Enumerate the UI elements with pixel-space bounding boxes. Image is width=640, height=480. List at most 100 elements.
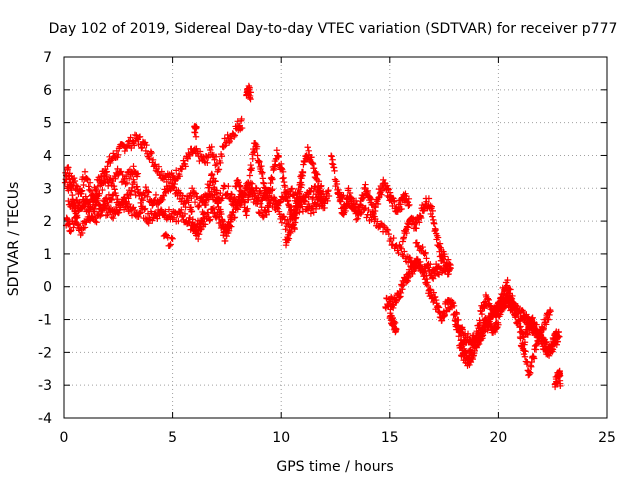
data-point: [369, 211, 376, 219]
data-point: [188, 208, 196, 215]
data-point: [159, 196, 166, 203]
data-point: [83, 175, 90, 182]
data-point: [178, 213, 186, 221]
data-point: [275, 152, 282, 160]
data-point: [228, 201, 236, 208]
data-point: [226, 222, 233, 229]
data-point: [114, 165, 121, 173]
x-tick-label: 15: [381, 430, 399, 446]
data-point: [256, 188, 263, 196]
data-point: [333, 180, 341, 188]
data-point: [84, 199, 92, 207]
data-point: [423, 255, 430, 262]
data-point: [175, 217, 182, 225]
data-point: [99, 201, 107, 208]
data-point: [208, 171, 216, 178]
data-point: [293, 203, 300, 211]
data-point: [435, 263, 443, 270]
data-point: [149, 217, 156, 224]
data-point: [194, 235, 202, 243]
data-point: [111, 186, 118, 193]
data-point: [206, 217, 213, 224]
data-point: [252, 184, 260, 191]
data-point: [500, 305, 507, 312]
data-point: [215, 166, 223, 173]
data-point: [123, 143, 130, 150]
data-point: [395, 249, 402, 257]
data-point: [427, 261, 434, 268]
data-point: [192, 190, 199, 197]
data-point: [324, 197, 331, 205]
data-point: [186, 151, 193, 158]
data-point: [248, 165, 255, 172]
data-point: [74, 183, 81, 190]
data-point: [386, 189, 394, 196]
data-point: [258, 204, 265, 211]
y-tick-label: -2: [38, 345, 52, 361]
data-point: [195, 231, 203, 238]
data-point: [112, 192, 120, 199]
data-point: [157, 206, 165, 213]
data-point: [455, 316, 462, 324]
data-point: [557, 382, 564, 390]
data-point: [283, 190, 291, 198]
data-point: [102, 195, 109, 202]
data-point: [66, 175, 73, 183]
data-point: [86, 179, 94, 186]
data-point: [393, 297, 400, 305]
data-point: [483, 316, 490, 324]
data-point: [285, 235, 293, 242]
data-point: [315, 194, 323, 201]
data-point: [238, 124, 246, 132]
data-point: [375, 194, 382, 202]
data-point: [405, 274, 412, 281]
data-point: [110, 182, 118, 190]
data-point: [185, 218, 192, 225]
data-point: [135, 213, 142, 221]
data-point: [145, 189, 152, 196]
data-point: [209, 205, 216, 213]
data-point: [145, 220, 152, 227]
data-point: [218, 153, 226, 160]
data-point: [86, 186, 93, 194]
data-point: [436, 253, 444, 260]
data-point: [279, 175, 286, 182]
data-point: [305, 193, 312, 200]
data-point: [170, 214, 178, 221]
data-point: [143, 141, 150, 149]
data-point: [138, 195, 145, 203]
data-point: [107, 205, 115, 213]
data-point: [478, 310, 486, 318]
data-point: [157, 197, 165, 205]
x-tick-label: 5: [168, 430, 177, 446]
data-point: [380, 176, 387, 184]
y-tick-label: 6: [43, 83, 52, 99]
data-point: [175, 189, 183, 196]
data-point: [151, 162, 158, 169]
data-point: [301, 198, 309, 205]
data-point: [210, 204, 218, 212]
data-point: [230, 133, 238, 141]
data-point: [117, 168, 125, 175]
data-point: [291, 210, 299, 217]
data-point: [68, 181, 76, 189]
data-point: [477, 308, 485, 315]
data-point: [542, 321, 550, 328]
data-point: [198, 217, 206, 225]
data-point: [181, 210, 189, 218]
data-point: [398, 245, 405, 252]
data-point: [339, 210, 346, 218]
data-point: [530, 355, 538, 362]
data-point: [424, 261, 431, 269]
data-point: [136, 210, 144, 217]
data-point: [247, 95, 254, 103]
data-point: [82, 193, 89, 200]
data-point: [85, 183, 92, 190]
data-point: [78, 229, 86, 237]
data-point: [240, 198, 248, 205]
data-point: [197, 222, 205, 230]
y-tick-label: -4: [38, 411, 52, 427]
data-point: [212, 162, 219, 169]
data-point: [543, 338, 550, 346]
data-point: [405, 254, 413, 261]
